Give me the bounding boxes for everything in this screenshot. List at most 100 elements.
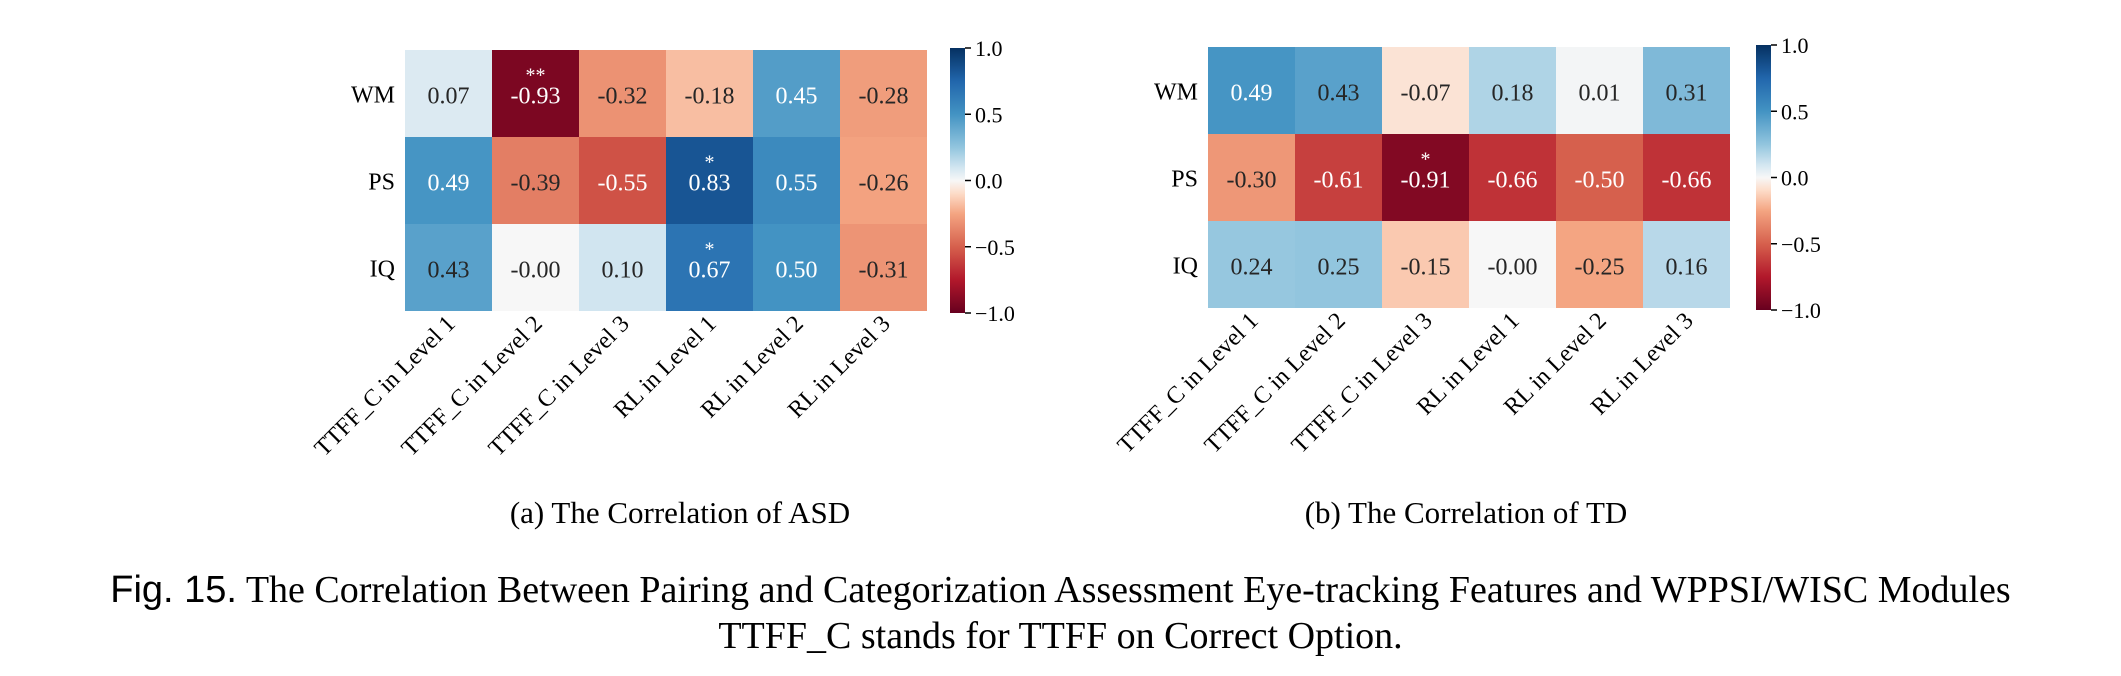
heatmap-panel-td: 0.49 0.43 -0.07 0.18 0.01 0.31 -0.30 -0.61 -0.91… xyxy=(1113,33,1821,530)
cell-value-label: -0.18 xyxy=(685,84,735,110)
column-label: TTFF_C in Level 1 xyxy=(310,311,461,462)
cell-value-label: -0.30 xyxy=(1227,168,1277,194)
colorbar-tick-label: 1.0 xyxy=(975,36,1003,61)
heatmap-cell xyxy=(1643,134,1730,221)
heatmap-cell xyxy=(840,224,927,311)
row-label: WM xyxy=(351,83,395,109)
cell-value-label: 0.18 xyxy=(1492,81,1534,107)
cell-value-label: 0.24 xyxy=(1231,255,1273,281)
heatmap-cell xyxy=(405,224,492,311)
cell-value-label: -0.31 xyxy=(859,258,909,284)
column-label: TTFF_C in Level 1 xyxy=(1113,308,1264,459)
figure-label: Fig. 15. xyxy=(110,569,237,611)
cell-value-label: -0.50 xyxy=(1575,168,1625,194)
cell-value-label: -0.32 xyxy=(598,84,648,110)
colorbar-tick-label: 0.5 xyxy=(1781,99,1809,124)
heatmap-cell xyxy=(1295,134,1382,221)
significance-marker: * xyxy=(705,152,715,174)
cell-value-label: -0.15 xyxy=(1401,255,1451,281)
heatmap-cell xyxy=(753,137,840,224)
subcaption: (b) The Correlation of TD xyxy=(1305,495,1628,530)
figure-caption-line2: TTFF_C stands for TTFF on Correct Option… xyxy=(718,615,1403,657)
row-label: IQ xyxy=(370,257,395,283)
colorbar-tick-label: 0.0 xyxy=(975,169,1003,194)
cell-value-label: -0.55 xyxy=(598,171,648,197)
colorbar xyxy=(950,48,965,313)
cell-value-label: 0.45 xyxy=(776,84,818,110)
heatmap-cell xyxy=(579,224,666,311)
heatmap-cell xyxy=(1556,221,1643,308)
heatmap-cell xyxy=(492,50,579,137)
subcaption: (a) The Correlation of ASD xyxy=(510,495,850,530)
cell-value-label: 0.25 xyxy=(1318,255,1360,281)
cell-value-label: 0.55 xyxy=(776,171,818,197)
cell-value-label: -0.07 xyxy=(1401,81,1451,107)
heatmap-cell xyxy=(1469,134,1556,221)
heatmap-cell xyxy=(1643,47,1730,134)
cell-value-label: -0.00 xyxy=(511,258,561,284)
row-label: WM xyxy=(1154,80,1198,106)
heatmap-cell xyxy=(1469,221,1556,308)
cell-value-label: -0.26 xyxy=(859,171,909,197)
cell-value-label: -0.93 xyxy=(511,84,561,110)
heatmap-cell xyxy=(579,137,666,224)
cell-value-label: -0.61 xyxy=(1314,168,1364,194)
heatmap-cell xyxy=(1469,47,1556,134)
heatmap-cell xyxy=(492,137,579,224)
heatmap-cell xyxy=(840,50,927,137)
cell-value-label: 0.01 xyxy=(1579,81,1621,107)
cell-value-label: -0.91 xyxy=(1401,168,1451,194)
cell-value-label: 0.43 xyxy=(1318,81,1360,107)
heatmap-cell xyxy=(1382,221,1469,308)
colorbar-tick-label: 0.0 xyxy=(1781,166,1809,191)
heatmap-cell xyxy=(1556,134,1643,221)
cell-value-label: 0.16 xyxy=(1666,255,1708,281)
cell-value-label: 0.43 xyxy=(428,258,470,284)
cell-value-label: 0.49 xyxy=(428,171,470,197)
heatmap-cell xyxy=(666,50,753,137)
figure-caption-text: The Correlation Between Pairing and Cate… xyxy=(245,569,2011,611)
heatmap-cell xyxy=(753,224,840,311)
colorbar-tick-label: 0.5 xyxy=(975,102,1003,127)
heatmap-cell xyxy=(405,137,492,224)
significance-marker: ** xyxy=(526,65,546,87)
row-label: PS xyxy=(368,170,395,196)
heatmap-cell xyxy=(666,137,753,224)
cell-value-label: -0.25 xyxy=(1575,255,1625,281)
heatmap-cell xyxy=(1208,221,1295,308)
heatmap-cell xyxy=(405,50,492,137)
colorbar-tick-label: 1.0 xyxy=(1781,33,1809,58)
heatmap-cell xyxy=(1208,47,1295,134)
figure-caption-line1: Fig. 15. The Correlation Between Pairing… xyxy=(0,568,2121,612)
heatmap-cell xyxy=(1382,134,1469,221)
heatmap-cell xyxy=(579,50,666,137)
heatmap-cell xyxy=(1382,47,1469,134)
heatmap-figure: 0.07 -0.93**-0.32 -0.18 0.45 -0.280.49 -0.39-… xyxy=(310,33,1821,530)
heatmap-cell xyxy=(1295,47,1382,134)
colorbar-tick-label: −0.5 xyxy=(1781,232,1821,257)
colorbar-tick-label: −1.0 xyxy=(975,301,1015,326)
row-label: IQ xyxy=(1173,254,1198,280)
cell-value-label: 0.50 xyxy=(776,258,818,284)
cell-value-label: 0.67 xyxy=(689,258,731,284)
colorbar-tick-label: −1.0 xyxy=(1781,298,1821,323)
cell-value-label: -0.00 xyxy=(1488,255,1538,281)
heatmap-cell xyxy=(753,50,840,137)
significance-marker: * xyxy=(1421,149,1431,171)
heatmap-cell xyxy=(1295,221,1382,308)
heatmap-cell xyxy=(1208,134,1295,221)
heatmap-cell xyxy=(840,137,927,224)
significance-marker: * xyxy=(705,239,715,261)
heatmap-panel-asd: 0.07 -0.93**-0.32 -0.18 0.45 -0.280.49 -0.39-… xyxy=(310,36,1015,530)
cell-value-label: -0.66 xyxy=(1488,168,1538,194)
colorbar xyxy=(1756,45,1771,310)
cell-value-label: 0.07 xyxy=(428,84,470,110)
row-label: PS xyxy=(1171,167,1198,193)
heatmap-cell xyxy=(1556,47,1643,134)
colorbar-tick-label: −0.5 xyxy=(975,235,1015,260)
cell-value-label: -0.28 xyxy=(859,84,909,110)
cell-value-label: -0.39 xyxy=(511,171,561,197)
cell-value-label: 0.83 xyxy=(689,171,731,197)
cell-value-label: -0.66 xyxy=(1662,168,1712,194)
cell-value-label: 0.10 xyxy=(602,258,644,284)
